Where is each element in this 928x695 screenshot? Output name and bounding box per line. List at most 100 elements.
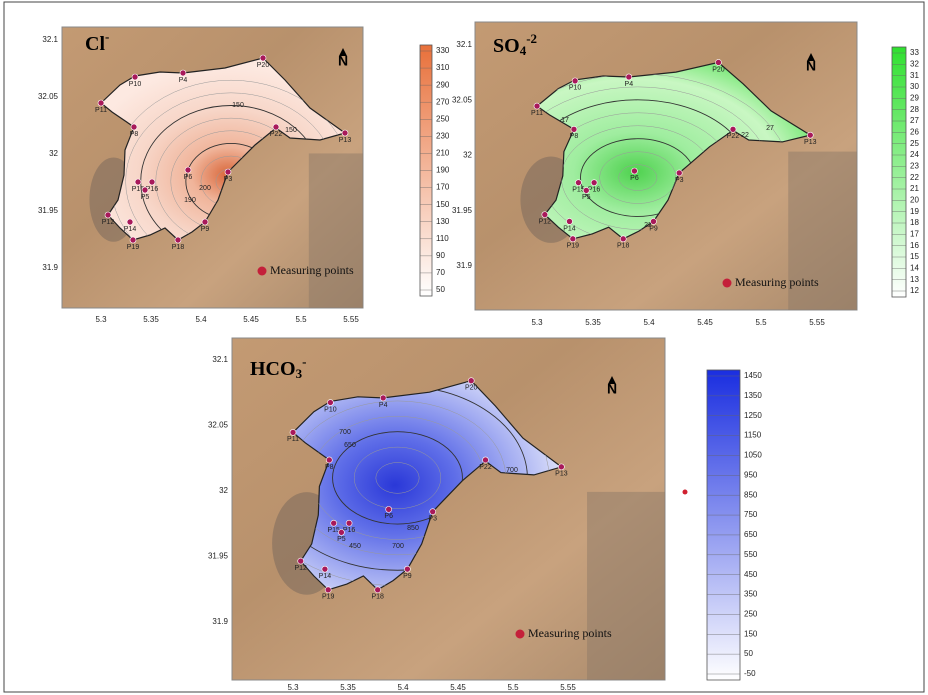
colorbar-label: 50	[436, 285, 445, 294]
point-label: P10	[324, 406, 337, 413]
colorbar-label: 170	[436, 183, 450, 192]
x-tick-label: 5.5	[507, 683, 519, 692]
contour-label: 17	[561, 117, 569, 124]
colorbar-label: 650	[744, 530, 758, 539]
colorbar-label: 20	[910, 195, 919, 204]
measuring-point	[386, 506, 392, 512]
point-label: P20	[712, 66, 725, 73]
measuring-point	[105, 212, 111, 218]
colorbar-label: 190	[436, 166, 450, 175]
y-tick-label: 32	[49, 149, 58, 158]
x-tick-label: 5.3	[287, 683, 299, 692]
colorbar-label: 22	[910, 173, 919, 182]
legend-marker	[516, 630, 525, 639]
colorbar-label: 33	[910, 48, 919, 57]
measuring-point	[130, 237, 136, 243]
point-label: P3	[675, 177, 684, 184]
colorbar-label: 270	[436, 97, 450, 106]
measuring-point	[807, 132, 813, 138]
colorbar-label: 21	[910, 184, 919, 193]
colorbar-label: 330	[436, 46, 450, 55]
point-label: P22	[727, 133, 740, 140]
measuring-point	[346, 520, 352, 526]
colorbar-label: 1350	[744, 391, 762, 400]
x-tick-label: 5.3	[531, 318, 543, 327]
x-tick-label: 5.5	[295, 315, 307, 324]
colorbar-label: 18	[910, 218, 919, 227]
measuring-point	[142, 187, 148, 193]
point-label: P11	[95, 107, 107, 114]
point-label: P4	[179, 77, 188, 84]
point-label: P20	[257, 62, 270, 69]
point-label: P16	[343, 527, 356, 534]
contour-label: 22	[741, 132, 749, 139]
colorbar-label: 23	[910, 161, 919, 170]
legend-marker	[723, 279, 732, 288]
measuring-point	[566, 218, 572, 224]
point-label: P3	[428, 516, 437, 523]
measuring-point	[730, 126, 736, 132]
measuring-point	[631, 168, 637, 174]
colorbar-label: 25	[910, 139, 919, 148]
measuring-point	[338, 529, 344, 535]
point-label: P18	[617, 243, 630, 250]
colorbar-label: 32	[910, 59, 919, 68]
measuring-point	[572, 78, 578, 84]
x-tick-label: 5.5	[755, 318, 767, 327]
y-tick-label: 31.9	[212, 617, 228, 626]
measuring-point	[260, 55, 266, 61]
measuring-point	[626, 74, 632, 80]
colorbar-label: 12	[910, 286, 919, 295]
point-label: P12	[102, 219, 115, 226]
measuring-point	[558, 464, 564, 470]
measuring-point	[575, 180, 581, 186]
measuring-point	[298, 558, 304, 564]
measuring-point	[326, 457, 332, 463]
point-label: P14	[319, 573, 332, 580]
y-tick-label: 31.95	[38, 206, 59, 215]
x-tick-label: 5.45	[243, 315, 259, 324]
point-label: P4	[379, 402, 388, 409]
measuring-point	[380, 395, 386, 401]
point-label: P6	[184, 174, 193, 181]
colorbar-label: 550	[744, 550, 758, 559]
colorbar-label: 15	[910, 252, 919, 261]
measuring-point	[571, 126, 577, 132]
measuring-point	[430, 509, 436, 515]
measuring-point	[149, 179, 155, 185]
colorbar-label: 850	[744, 490, 758, 499]
measuring-point	[202, 219, 208, 225]
measuring-point	[342, 130, 348, 136]
north-label: N	[338, 53, 348, 69]
measuring-point	[331, 520, 337, 526]
colorbar-label: -50	[744, 669, 756, 678]
colorbar-label: 1450	[744, 371, 762, 380]
y-tick-label: 31.9	[42, 263, 58, 272]
colorbar-label: 750	[744, 510, 758, 519]
point-label: P9	[649, 225, 658, 232]
measuring-point	[542, 212, 548, 218]
measuring-point	[98, 100, 104, 106]
x-tick-label: 5.4	[195, 315, 207, 324]
contour-label: 150	[232, 102, 244, 109]
colorbar-label: 24	[910, 150, 919, 159]
measuring-point	[468, 378, 474, 384]
measuring-point	[185, 167, 191, 173]
y-tick-label: 32.1	[212, 355, 228, 364]
colorbar-label: 90	[436, 251, 445, 260]
legend-label: Measuring points	[270, 263, 354, 277]
colorbar-label: 14	[910, 263, 919, 272]
point-label: P20	[465, 385, 478, 392]
measuring-point	[483, 457, 489, 463]
terrain-patch	[587, 492, 665, 680]
y-tick-label: 32	[219, 486, 228, 495]
y-tick-label: 31.95	[208, 552, 229, 561]
terrain-patch	[309, 153, 363, 308]
measuring-point	[322, 566, 328, 572]
point-label: P22	[479, 464, 492, 471]
point-label: P5	[582, 194, 591, 201]
x-tick-label: 5.55	[343, 315, 359, 324]
colorbar-label: 1250	[744, 411, 762, 420]
contour-label: 190	[184, 197, 196, 204]
x-tick-label: 5.35	[143, 315, 159, 324]
